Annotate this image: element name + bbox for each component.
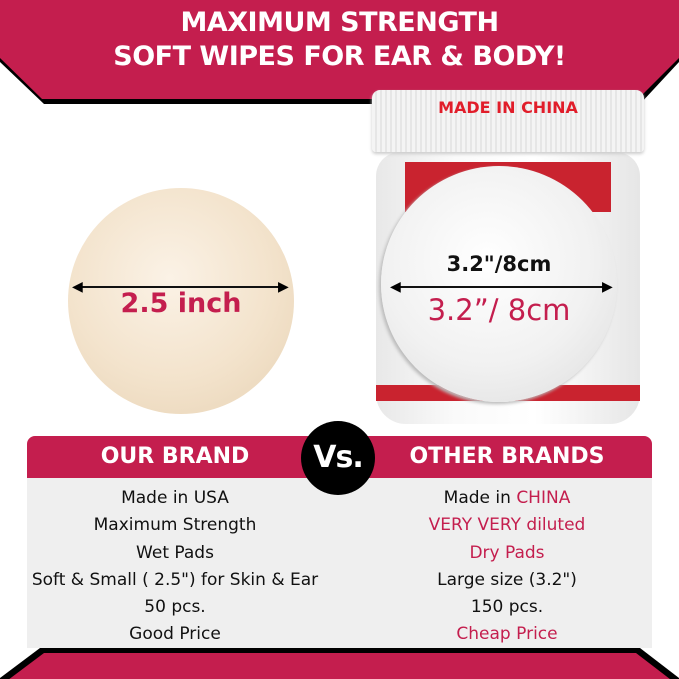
arrow-right-icon: ▶	[278, 279, 289, 295]
list-item: Large size (3.2")	[437, 569, 577, 590]
list-item: 50 pcs.	[144, 597, 206, 618]
list-item: VERY VERY diluted	[428, 515, 586, 536]
list-item: 150 pcs.	[470, 597, 544, 618]
list-item: Wet Pads	[136, 542, 214, 563]
bottom-banner	[0, 648, 679, 679]
banner-line-2: SOFT WIPES FOR EAR & BODY!	[113, 41, 566, 72]
other-brands-heading: OTHER BRANDS	[409, 444, 605, 469]
competitor-size-label-top: 3.2"/8cm	[446, 252, 552, 276]
comparison-table	[27, 478, 652, 648]
competitor-size-arrow	[398, 286, 606, 288]
our-size-label: 2.5 inch	[120, 288, 242, 319]
competitor-size-label: 3.2”/ 8cm	[427, 293, 571, 327]
other-brands-list: Made in CHINA VERY VERY diluted Dry Pads…	[352, 478, 662, 649]
jar-lid-text: MADE IN CHINA	[438, 98, 578, 117]
vs-badge: Vs.	[301, 421, 375, 495]
our-size-arrow	[80, 286, 282, 288]
arrow-left-icon: ◀	[72, 279, 83, 295]
list-item: Good Price	[129, 624, 221, 645]
list-item: Dry Pads	[469, 542, 545, 563]
top-banner	[0, 0, 679, 104]
list-item: Made in CHINA	[443, 488, 571, 508]
our-brand-heading: OUR BRAND	[100, 444, 250, 469]
our-brand-list: Made in USA Maximum Strength Wet Pads So…	[20, 478, 330, 649]
list-item: Maximum Strength	[93, 515, 257, 536]
list-item: Made in USA	[121, 488, 229, 508]
jar-lid	[372, 90, 644, 152]
arrow-right-icon: ▶	[602, 279, 613, 295]
list-item: Cheap Price	[456, 624, 558, 645]
banner-line-1: MAXIMUM STRENGTH	[180, 7, 499, 38]
list-item: Soft & Small ( 2.5") for Skin & Ear	[31, 569, 319, 590]
arrow-left-icon: ◀	[390, 279, 401, 295]
competitor-pad-image	[381, 166, 617, 402]
our-pad-image	[68, 188, 294, 414]
